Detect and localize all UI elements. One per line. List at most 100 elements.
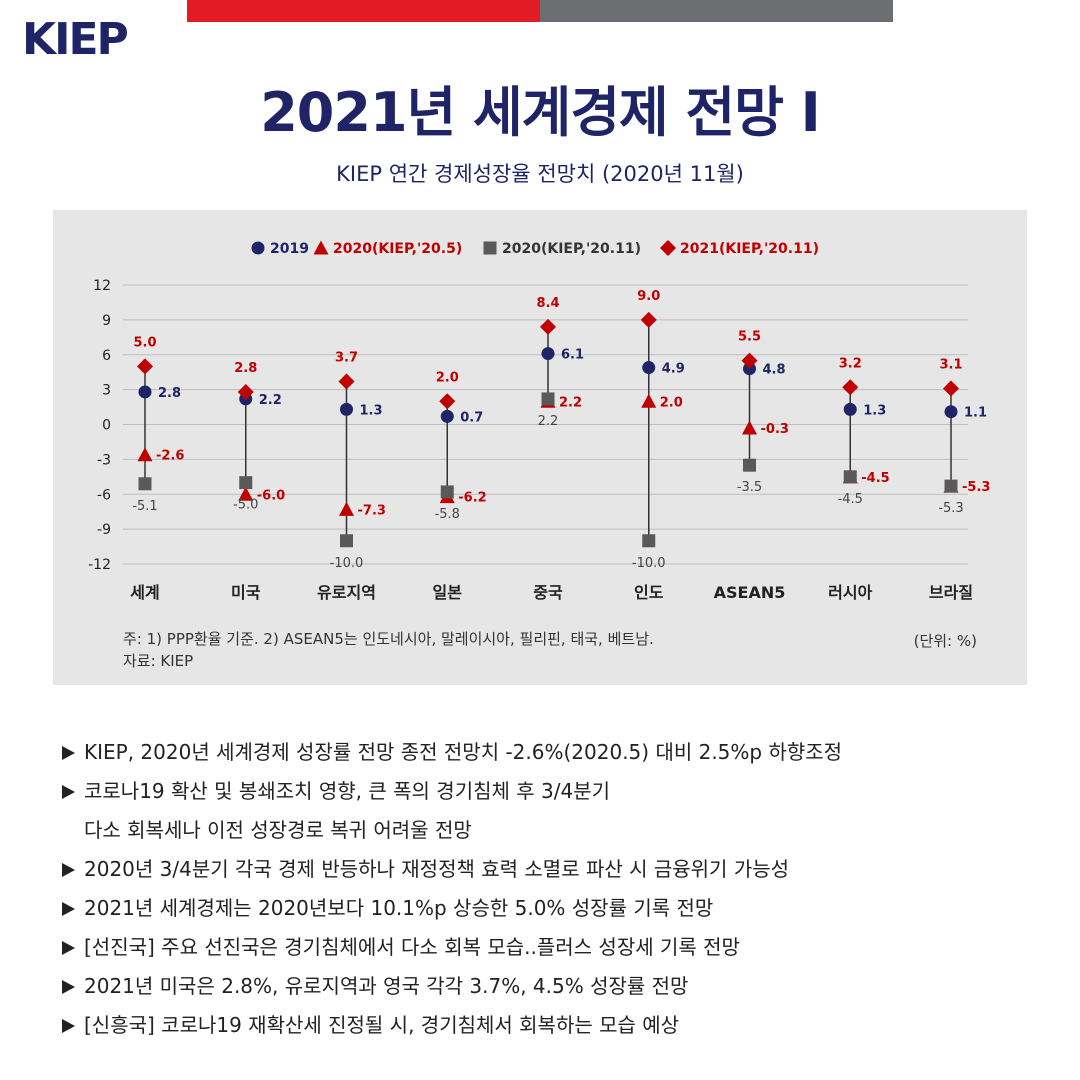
data-label: 6.1 <box>561 348 584 363</box>
data-point-triangle <box>339 501 354 516</box>
bullet-item: KIEP, 2020년 세계경제 성장률 전망 종전 전망치 -2.6%(202… <box>62 733 1052 772</box>
data-label: 4.9 <box>662 362 685 377</box>
data-point-diamond <box>741 352 758 369</box>
data-label: 1.3 <box>863 403 886 418</box>
legend-label: 2019 <box>270 241 309 257</box>
data-label: -2.6 <box>156 449 184 464</box>
data-point-diamond <box>338 373 355 390</box>
bullet-item: 2021년 세계경제는 2020년보다 10.1%p 상승한 5.0% 성장률 … <box>62 889 1052 928</box>
y-tick-label: 9 <box>102 313 111 329</box>
data-label: 8.4 <box>536 296 559 311</box>
data-label: 2.2 <box>538 414 559 429</box>
x-category-label: 세계 <box>130 583 159 602</box>
legend-marker-triangle <box>313 240 329 255</box>
chart-subtitle: KIEP 연간 경제성장율 전망치 (2020년 11월) <box>336 162 744 186</box>
arrow-icon <box>62 1019 75 1033</box>
data-label: 0.7 <box>460 410 483 425</box>
arrow-icon <box>62 746 75 760</box>
data-label: -10.0 <box>330 556 364 571</box>
legend-marker-diamond <box>660 240 676 256</box>
data-point-square <box>138 477 152 491</box>
arrow-icon <box>62 785 75 799</box>
data-point-diamond <box>640 311 657 328</box>
data-point-square <box>743 458 756 472</box>
data-label: 1.3 <box>360 403 383 418</box>
bullet-item: 코로나19 확산 및 봉쇄조치 영향, 큰 폭의 경기침체 후 3/4분기 <box>62 772 1052 811</box>
data-point-triangle <box>238 486 254 501</box>
data-label: -5.3 <box>962 480 990 495</box>
footnote: 주: 1) PPP환율 기준. 2) ASEAN5는 인도네시아, 말레이시아,… <box>123 630 654 648</box>
bullet-continuation: 다소 회복세나 이전 성장경로 복귀 어려울 전망 <box>84 818 472 842</box>
data-label: 2.2 <box>259 393 282 408</box>
unit-note: (단위: %) <box>913 632 977 650</box>
data-label: -6.0 <box>257 488 285 503</box>
data-label: -5.3 <box>938 501 963 516</box>
data-label: 5.5 <box>738 330 761 345</box>
data-label: -0.3 <box>761 422 789 437</box>
growth-forecast-chart: 12 9 6 3 0 -3 -6 -9 -12 2019 2020(KIEP,'20.5) 2020(… <box>88 240 990 602</box>
top-accent-bar-gray <box>540 0 893 22</box>
data-label: 2.8 <box>158 386 181 401</box>
data-label: 3.1 <box>939 357 962 372</box>
data-point-circle <box>642 361 656 375</box>
data-point-diamond <box>237 383 254 400</box>
page-title: 2021년 세계경제 전망 I <box>260 81 821 144</box>
data-point-triangle <box>137 447 153 462</box>
y-tick-label: 0 <box>102 418 111 434</box>
legend-marker-circle <box>251 241 265 255</box>
x-category-label: ASEAN5 <box>714 583 786 602</box>
data-point-diamond <box>842 379 859 396</box>
data-label: 4.8 <box>763 363 786 378</box>
data-point-square <box>541 392 555 406</box>
legend-label: 2020(KIEP,'20.11) <box>502 241 641 257</box>
data-point-triangle <box>742 420 757 435</box>
data-point-square <box>843 470 857 484</box>
data-label: -3.5 <box>737 480 762 495</box>
data-point-circle <box>138 385 152 399</box>
data-label: 3.7 <box>335 350 358 365</box>
data-point-diamond <box>943 380 959 397</box>
data-point-circle <box>440 409 454 423</box>
data-point-circle <box>843 402 857 416</box>
bullet-item: 2020년 3/4분기 각국 경제 반등하나 재정정책 효력 소멸로 파산 시 … <box>62 850 1052 889</box>
data-label: 5.0 <box>133 335 156 350</box>
source-note: 자료: KIEP <box>123 652 194 670</box>
arrow-icon <box>62 980 75 994</box>
x-category-label: 미국 <box>231 583 261 602</box>
summary-bullets: KIEP, 2020년 세계경제 성장률 전망 종전 전망치 -2.6%(202… <box>62 733 1052 1045</box>
x-category-label: 인도 <box>634 583 664 602</box>
arrow-icon <box>62 902 75 916</box>
arrow-icon <box>62 863 75 877</box>
data-label: 2.8 <box>234 361 257 376</box>
data-point-diamond <box>540 318 556 335</box>
y-tick-label: -6 <box>97 487 111 503</box>
kiep-logo: KIEP <box>22 14 129 65</box>
data-label: 3.2 <box>839 356 862 371</box>
y-tick-label: -12 <box>88 557 111 573</box>
data-label: -4.5 <box>861 471 889 486</box>
data-point-circle <box>340 402 353 416</box>
legend-marker-square <box>483 241 497 255</box>
x-category-label: 유로지역 <box>317 583 376 602</box>
y-tick-label: -9 <box>97 522 111 538</box>
data-label: -5.1 <box>132 499 157 514</box>
chart-panel: 12 9 6 3 0 -3 -6 -9 -12 2019 2020(KIEP,'20.5) 2020(… <box>53 210 1027 685</box>
y-tick-label: -3 <box>97 452 111 468</box>
y-tick-label: 3 <box>102 383 111 399</box>
data-point-square <box>944 479 958 493</box>
data-point-diamond <box>439 393 456 410</box>
arrow-icon <box>62 941 75 955</box>
data-label: 9.0 <box>637 289 660 304</box>
legend-label: 2020(KIEP,'20.5) <box>333 241 462 257</box>
bullet-item: [선진국] 주요 선진국은 경기침체에서 다소 회복 모습..플러스 성장세 기… <box>62 928 1052 967</box>
data-point-triangle <box>641 393 657 408</box>
data-point-circle <box>743 362 756 376</box>
x-category-label: 일본 <box>433 583 463 602</box>
data-label: -4.5 <box>838 492 863 507</box>
data-point-square <box>642 534 656 548</box>
data-point-circle <box>944 405 958 419</box>
bullet-item: [신흥국] 코로나19 재확산세 진정될 시, 경기침체서 회복하는 모습 예상 <box>62 1006 1052 1045</box>
top-accent-bar-red <box>187 0 540 22</box>
data-label: -5.0 <box>233 498 258 513</box>
bullet-item: 2021년 미국은 2.8%, 유로지역과 영국 각각 3.7%, 4.5% 성… <box>62 967 1052 1006</box>
